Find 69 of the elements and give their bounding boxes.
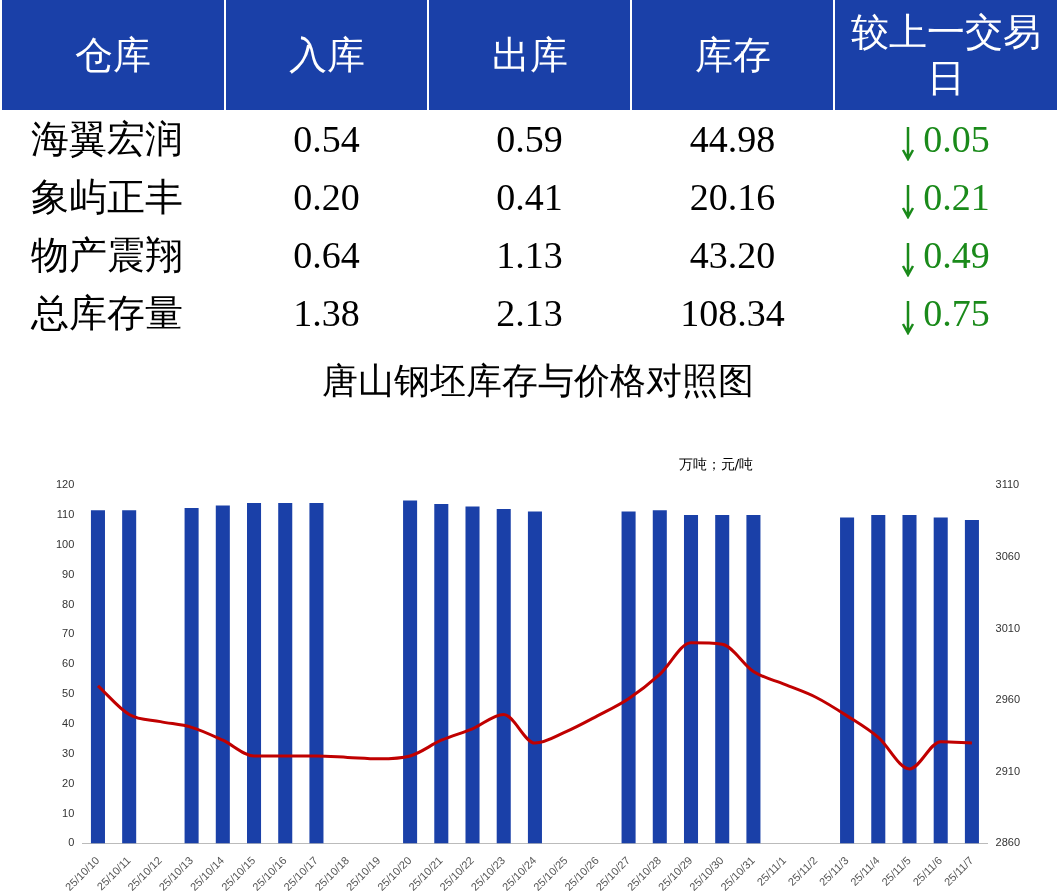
bar bbox=[871, 515, 886, 844]
bar bbox=[746, 515, 761, 844]
data-label: 44.98 bbox=[689, 118, 776, 160]
bar bbox=[403, 500, 418, 844]
data-label: 0.54 bbox=[293, 118, 360, 160]
y2-tick-label: 3060 bbox=[995, 549, 1021, 562]
y-tick-label: 50 bbox=[62, 687, 75, 700]
y2-tick-label: 2860 bbox=[995, 836, 1021, 849]
bar bbox=[621, 511, 636, 844]
y-tick-label: 海翼宏润 bbox=[30, 116, 184, 162]
bar bbox=[434, 504, 449, 844]
y-tick-label: 90 bbox=[62, 567, 75, 580]
bar bbox=[247, 503, 262, 844]
y-tick-label: 60 bbox=[62, 657, 75, 670]
data-label: 108.34 bbox=[680, 292, 785, 334]
bar bbox=[715, 515, 730, 844]
data-label: 20.16 bbox=[689, 176, 776, 218]
bar bbox=[683, 515, 699, 844]
bar bbox=[652, 510, 667, 844]
data-label: 0.75 bbox=[923, 291, 990, 334]
y-tick-label: 总库存量 bbox=[30, 290, 184, 336]
data-label: 0.05 bbox=[923, 117, 990, 160]
bar bbox=[496, 509, 511, 844]
y-tick-label: 物产震翔 bbox=[30, 232, 184, 278]
data-label: 0.41 bbox=[496, 176, 563, 218]
bar bbox=[964, 520, 979, 844]
x-tick-label: 库存 bbox=[631, 0, 834, 110]
y-tick-label: 40 bbox=[62, 717, 75, 730]
y2-tick-label: 3010 bbox=[995, 621, 1021, 634]
y-tick-label: 110 bbox=[56, 508, 75, 521]
y2-tick-label: 2910 bbox=[995, 764, 1021, 777]
data-label: 0.21 bbox=[923, 175, 990, 218]
data-label: 0.49 bbox=[923, 233, 990, 276]
bar bbox=[933, 517, 948, 844]
line-series bbox=[96, 641, 974, 771]
bar bbox=[902, 515, 917, 844]
bar bbox=[215, 505, 230, 844]
y-tick-label: 120 bbox=[55, 478, 75, 491]
y-tick-label: 20 bbox=[62, 776, 75, 789]
y-tick-label: 0 bbox=[68, 836, 75, 849]
bar bbox=[184, 507, 199, 844]
data-label: 0.59 bbox=[496, 118, 563, 160]
data-label: 1.13 bbox=[496, 234, 563, 276]
y-tick-label: 70 bbox=[62, 627, 75, 640]
y-tick-label: 100 bbox=[55, 537, 75, 550]
bar bbox=[90, 510, 105, 844]
y-tick-label: 30 bbox=[62, 746, 75, 759]
data-label: 1.38 bbox=[293, 292, 360, 334]
bar bbox=[278, 503, 293, 844]
y-tick-label: 10 bbox=[62, 806, 75, 819]
y2-tick-label: 3110 bbox=[995, 478, 1020, 491]
bar bbox=[465, 506, 480, 844]
data-label: 0.20 bbox=[293, 176, 360, 218]
x-tick-label: 入库 bbox=[225, 0, 428, 110]
bar bbox=[527, 511, 542, 844]
y-axis-title: 仓库 bbox=[1, 0, 225, 110]
data-label: 2.13 bbox=[496, 292, 563, 334]
text: 万吨；元/吨 bbox=[678, 456, 754, 473]
data-label: 0.64 bbox=[293, 234, 360, 276]
y2-tick-label: 2960 bbox=[995, 693, 1021, 706]
data-label: 43.20 bbox=[689, 234, 776, 276]
bar bbox=[122, 510, 137, 844]
bar bbox=[840, 517, 855, 844]
y-tick-label: 80 bbox=[62, 597, 75, 610]
bar bbox=[309, 503, 324, 844]
x-tick-label: 较上一交易日 bbox=[834, 0, 1057, 110]
x-tick-label: 出库 bbox=[428, 0, 631, 110]
y-tick-label: 象屿正丰 bbox=[30, 174, 184, 220]
chart-title: 唐山钢坯库存与价格对照图 bbox=[322, 361, 754, 402]
